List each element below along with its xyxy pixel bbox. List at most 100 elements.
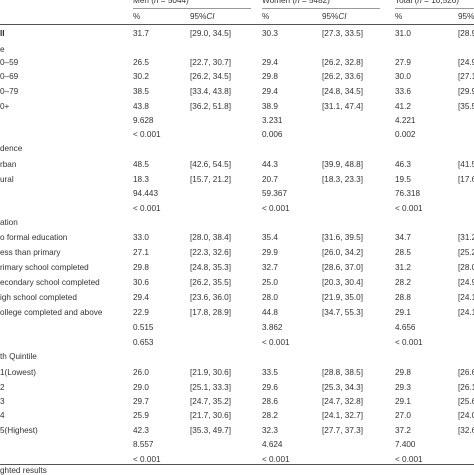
- cell-percent: 22.9: [133, 308, 149, 317]
- subheader-ci: 95%CI: [190, 12, 215, 21]
- cell-percent: 29.6: [262, 383, 278, 392]
- row-label: o formal education: [0, 233, 68, 242]
- cell-percent: 32.3: [262, 426, 278, 435]
- cell-ci: [31.2,: [458, 233, 474, 242]
- cell-percent: 30.3: [262, 29, 278, 38]
- cell-ci: [24.1,: [458, 293, 474, 302]
- cell-percent: 33.5: [262, 368, 278, 377]
- row-label: 3: [0, 397, 5, 406]
- row-label: rban: [0, 160, 17, 169]
- cell-ci: [26.2, 33.6]: [322, 72, 363, 81]
- cell-percent: 31.0: [395, 29, 411, 38]
- row-label: e: [0, 45, 5, 54]
- table-row: rimary school completed 29.8 [24.8, 35.3] 3…: [0, 263, 474, 276]
- table-row: 9.628 3.231 4.221: [0, 116, 474, 129]
- cell-ci: [26.6,: [458, 368, 474, 377]
- row-label: 5(Highest): [0, 426, 38, 435]
- cell-percent: 0.006: [262, 130, 283, 139]
- table-row: 0.515 3.862 4.656: [0, 323, 474, 336]
- cell-ci: [27.1, 33.: [458, 72, 474, 81]
- cell-ci: [21.9, 30.6]: [190, 368, 231, 377]
- cell-percent: 4.624: [262, 440, 283, 449]
- cell-ci: [18.3, 23.3]: [322, 175, 363, 184]
- row-label: ll: [0, 29, 5, 38]
- table-rule: [0, 464, 474, 465]
- cell-percent: 26.5: [133, 58, 149, 67]
- table-row: ural 18.3 [15.7, 21.2] 20.7 [18.3, 23.3] 19.5…: [0, 175, 474, 188]
- cell-percent: 27.9: [395, 58, 411, 67]
- table-row: rban 48.5 [42.6, 54.5] 44.3 [39.9, 48.8] 46.3…: [0, 160, 474, 173]
- subheader-ci: 95%CI: [322, 12, 347, 21]
- cell-ci: [24.8, 35.3]: [190, 263, 231, 272]
- cell-ci: [35.3, 49.7]: [190, 426, 231, 435]
- cell-percent: 4.656: [395, 323, 416, 332]
- cell-ci: [26.0, 34.2]: [322, 248, 363, 257]
- row-label: igh school completed: [0, 293, 77, 302]
- cell-ci: [31.6, 39.5]: [322, 233, 363, 242]
- table-row: 8.557 4.624 7.400: [0, 440, 474, 453]
- table-row: ess than primary 27.1 [22.3, 32.6] 29.9 [26.…: [0, 248, 474, 261]
- cell-ci: [28.0,: [458, 263, 474, 272]
- cell-percent: 34.7: [395, 233, 411, 242]
- cell-percent: 29.4: [262, 58, 278, 67]
- table-row: ollege completed and above 22.9 [17.8, 28.…: [0, 308, 474, 321]
- cell-ci: [26.2, 34.5]: [190, 72, 231, 81]
- cell-percent: 33.6: [395, 87, 411, 96]
- table-row: 0–59 26.5 [22.7, 30.7] 29.4 [26.2, 32.8] 27.9…: [0, 58, 474, 71]
- table-row: 5(Highest) 42.3 [35.3, 49.7] 32.3 [27.7, 37.…: [0, 426, 474, 439]
- cell-ci: [28.9, 33.: [458, 29, 474, 38]
- cell-ci: [28.6, 37.0]: [322, 263, 363, 272]
- subheader-percent: %: [133, 12, 141, 21]
- row-label: 1(Lowest): [0, 368, 36, 377]
- cell-percent: 29.0: [133, 383, 149, 392]
- table-row: o formal education 33.0 [28.0, 38.4] 35.4 [3…: [0, 233, 474, 246]
- cell-percent: 3.231: [262, 116, 283, 125]
- cell-ci: [27.7, 37.3]: [322, 426, 363, 435]
- cell-ci: [29.9, 37.: [458, 87, 474, 96]
- cell-ci: [26.2, 35.5]: [190, 278, 231, 287]
- cell-percent: < 0.001: [262, 204, 290, 213]
- cell-ci: [26.2, 32.8]: [322, 58, 363, 67]
- cell-percent: 19.5: [395, 175, 411, 184]
- table-row: 1(Lowest) 26.0 [21.9, 30.6] 33.5 [28.8, 38.5…: [0, 368, 474, 381]
- cell-ci: [24.1, 32.7]: [322, 411, 363, 420]
- table-row: dence: [0, 144, 474, 157]
- cell-ci: [25.6,: [458, 397, 474, 406]
- cell-ci: [17.8, 28.9]: [190, 308, 231, 317]
- table-row: ation: [0, 218, 474, 231]
- cell-percent: 29.8: [395, 368, 411, 377]
- cell-ci: [33.4, 43.8]: [190, 87, 231, 96]
- cell-ci: [32.6,: [458, 426, 474, 435]
- cell-ci: [21.9, 35.0]: [322, 293, 363, 302]
- cell-ci: [24.0,: [458, 411, 474, 420]
- cell-ci: [24.9, 31.: [458, 58, 474, 67]
- subheader-percent: %: [395, 12, 403, 21]
- cell-percent: 29.1: [395, 397, 411, 406]
- subheader-ci: 95%CI: [458, 12, 474, 21]
- row-label: 0–69: [0, 72, 19, 81]
- cell-ci: [28.8, 38.5]: [322, 368, 363, 377]
- cell-percent: < 0.001: [262, 338, 290, 347]
- cell-ci: [34.7, 55.3]: [322, 308, 363, 317]
- cell-percent: 44.3: [262, 160, 278, 169]
- cell-percent: < 0.001: [395, 204, 423, 213]
- cell-ci: [23.6, 36.0]: [190, 293, 231, 302]
- cell-percent: 29.4: [262, 87, 278, 96]
- cell-percent: 32.7: [262, 263, 278, 272]
- cell-percent: 42.3: [133, 426, 149, 435]
- cell-percent: 38.5: [133, 87, 149, 96]
- cell-percent: 9.628: [133, 116, 154, 125]
- cell-percent: < 0.001: [262, 455, 290, 464]
- cell-ci: [24.8, 34.5]: [322, 87, 363, 96]
- table-row: th Quintile: [0, 352, 474, 365]
- cell-ci: [22.3, 32.6]: [190, 248, 231, 257]
- row-label: 2: [0, 383, 5, 392]
- row-label: econdary school completed: [0, 278, 100, 287]
- cell-ci: [24.7, 32.8]: [322, 397, 363, 406]
- cell-percent: 0.002: [395, 130, 416, 139]
- table-rule: [133, 8, 251, 9]
- cell-percent: 29.9: [262, 248, 278, 257]
- table-row: 0.653 < 0.001 < 0.001: [0, 338, 474, 351]
- cell-ci: [25.1, 33.3]: [190, 383, 231, 392]
